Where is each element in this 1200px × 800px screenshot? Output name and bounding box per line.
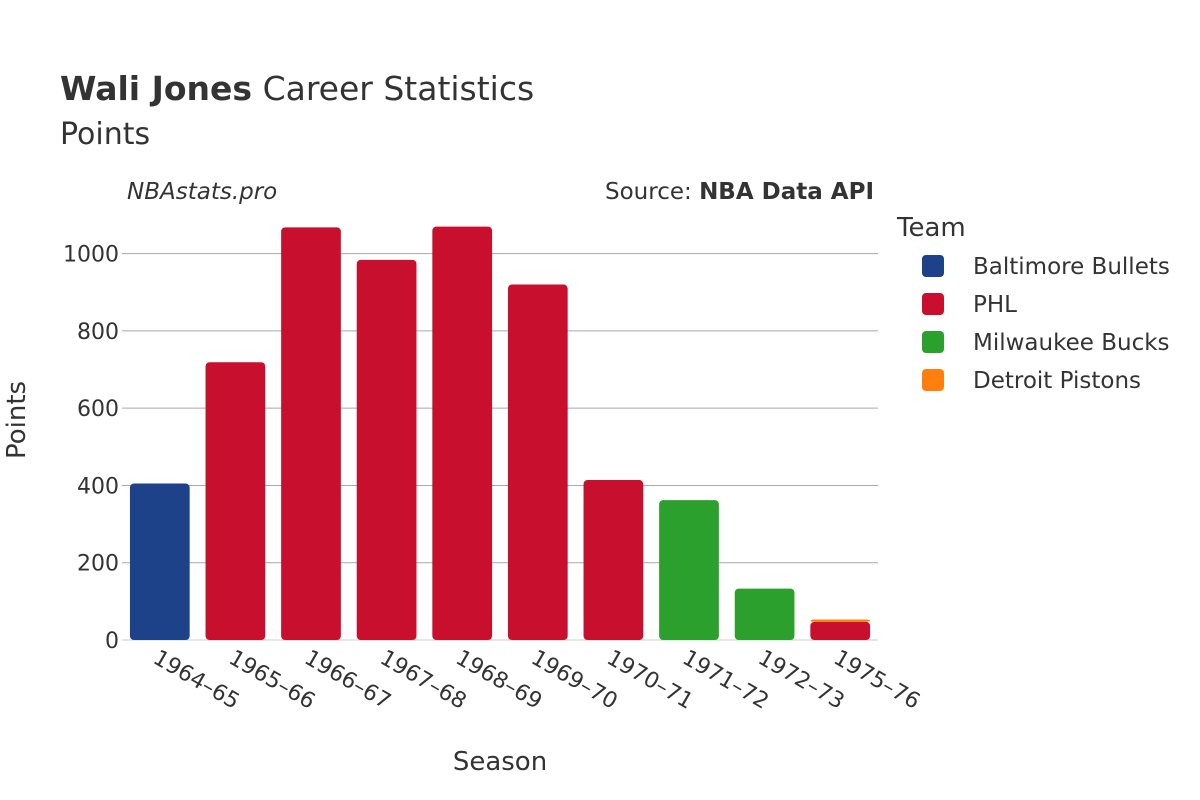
title-rest: Career Statistics bbox=[252, 69, 534, 108]
x-tick-label: 1966–67 bbox=[300, 646, 395, 715]
legend-label: PHL bbox=[973, 292, 1017, 318]
bars bbox=[129, 226, 871, 640]
y-tick-label: 1000 bbox=[63, 243, 119, 268]
chart-title: Wali Jones Career Statistics bbox=[60, 69, 534, 108]
bar-phl-1970–71 bbox=[583, 480, 644, 640]
x-tick-label: 1968–69 bbox=[451, 646, 546, 715]
legend-label: Milwaukee Bucks bbox=[973, 330, 1170, 356]
bar-phl-1975–76 bbox=[810, 621, 871, 640]
legend-label: Baltimore Bullets bbox=[973, 254, 1170, 280]
legend-swatch bbox=[922, 331, 944, 353]
legend-swatch bbox=[922, 255, 944, 277]
legend: Team Baltimore Bullets PHL Milwaukee Bucks… bbox=[896, 213, 1170, 394]
x-tick-label: 1972–73 bbox=[754, 646, 849, 715]
x-tick-label: 1971–72 bbox=[678, 646, 773, 715]
x-tick-label: 1967–68 bbox=[376, 646, 471, 715]
bar-detroit-pistons-1975–76 bbox=[810, 619, 871, 622]
source-credit: Source: NBA Data API bbox=[605, 179, 874, 205]
legend-label: Detroit Pistons bbox=[973, 368, 1141, 394]
legend-items: Baltimore Bullets PHL Milwaukee Bucks Detro… bbox=[922, 254, 1170, 394]
bar-phl-1966–67 bbox=[281, 227, 341, 640]
y-tick-label: 200 bbox=[77, 552, 119, 577]
y-tick-label: 800 bbox=[77, 320, 119, 345]
bar-milwaukee-bucks-1972–73 bbox=[734, 588, 795, 640]
watermark: NBAstats.pro bbox=[127, 179, 277, 205]
bar-phl-1967–68 bbox=[356, 259, 417, 640]
y-tick-label: 0 bbox=[105, 629, 119, 654]
title-player-name: Wali Jones bbox=[60, 69, 252, 108]
bar-phl-1969–70 bbox=[507, 284, 568, 640]
bar-baltimore-bullets-1964–65 bbox=[129, 483, 190, 640]
y-tick-label: 400 bbox=[77, 474, 119, 499]
x-axis-title: Season bbox=[453, 747, 547, 777]
x-tick-labels: 1964–651965–661966–671967–681968–691969–… bbox=[149, 646, 924, 715]
source-name: NBA Data API bbox=[699, 179, 874, 205]
source-prefix: Source: bbox=[605, 179, 699, 205]
bar-milwaukee-bucks-1971–72 bbox=[659, 500, 719, 640]
bar-phl-1968–69 bbox=[432, 226, 493, 640]
y-tick-labels: 0 200 400 600 800 1000 bbox=[63, 243, 119, 654]
x-tick-label: 1975–76 bbox=[829, 646, 924, 715]
x-tick-label: 1964–65 bbox=[149, 646, 244, 715]
bar-phl-1965–66 bbox=[205, 362, 266, 640]
chart-subtitle: Points bbox=[60, 117, 150, 152]
y-tick-label: 600 bbox=[77, 397, 119, 422]
y-axis-title: Points bbox=[2, 381, 32, 459]
x-tick-label: 1969–70 bbox=[527, 646, 622, 715]
legend-swatch bbox=[922, 369, 944, 391]
x-tick-label: 1965–66 bbox=[224, 646, 319, 715]
legend-swatch bbox=[922, 293, 944, 315]
legend-title: Team bbox=[896, 213, 966, 243]
x-tick-label: 1970–71 bbox=[602, 646, 697, 715]
